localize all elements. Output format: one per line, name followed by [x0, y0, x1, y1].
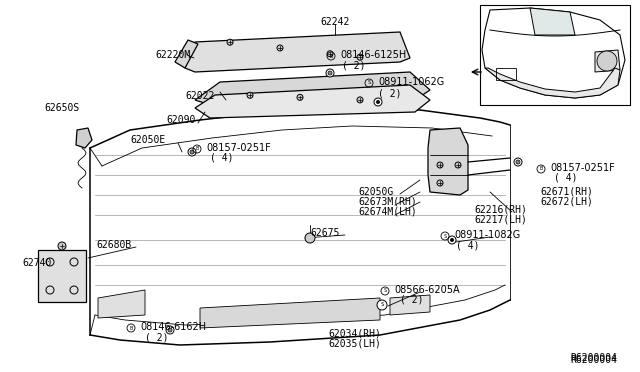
Text: 62671(RH): 62671(RH): [540, 187, 593, 197]
Circle shape: [247, 92, 253, 98]
Text: 08146-6162H: 08146-6162H: [140, 322, 206, 332]
Text: S: S: [380, 302, 384, 308]
Circle shape: [514, 158, 522, 166]
Text: 08157-0251F: 08157-0251F: [550, 163, 615, 173]
Text: S: S: [444, 234, 447, 238]
Text: 62674M(LH): 62674M(LH): [358, 207, 417, 217]
Polygon shape: [98, 290, 145, 318]
Text: 62090: 62090: [166, 115, 195, 125]
Polygon shape: [200, 298, 380, 328]
Text: ( 4): ( 4): [554, 173, 577, 183]
Text: ( 2): ( 2): [145, 332, 168, 342]
Polygon shape: [428, 128, 468, 195]
Text: B: B: [195, 147, 198, 151]
Text: S: S: [367, 80, 371, 86]
Text: 62672(LH): 62672(LH): [540, 197, 593, 207]
Circle shape: [168, 328, 172, 332]
Polygon shape: [195, 85, 430, 118]
Text: 62022: 62022: [185, 91, 214, 101]
Circle shape: [357, 97, 363, 103]
Polygon shape: [595, 50, 620, 72]
Polygon shape: [38, 250, 86, 302]
Polygon shape: [76, 128, 92, 148]
Text: 62242: 62242: [320, 17, 349, 27]
Circle shape: [326, 69, 334, 77]
Circle shape: [437, 162, 443, 168]
Circle shape: [357, 54, 363, 60]
Circle shape: [328, 71, 332, 75]
Circle shape: [277, 45, 283, 51]
Circle shape: [305, 233, 315, 243]
Text: 08146-6125H: 08146-6125H: [340, 50, 406, 60]
Text: R6200004: R6200004: [570, 353, 617, 363]
Text: R6200004: R6200004: [570, 355, 617, 365]
Polygon shape: [530, 8, 575, 35]
Text: ( 4): ( 4): [210, 153, 234, 163]
Polygon shape: [185, 32, 410, 72]
Circle shape: [597, 51, 617, 71]
Text: 08566-6205A: 08566-6205A: [394, 285, 460, 295]
Circle shape: [58, 242, 66, 250]
Polygon shape: [482, 8, 625, 98]
Circle shape: [448, 236, 456, 244]
Text: B: B: [540, 167, 543, 171]
Text: 62034(RH): 62034(RH): [328, 328, 381, 338]
Text: 62650S: 62650S: [44, 103, 79, 113]
Text: 62220M: 62220M: [155, 50, 190, 60]
Polygon shape: [485, 68, 620, 98]
Circle shape: [188, 148, 196, 156]
Text: 08157-0251F: 08157-0251F: [206, 143, 271, 153]
Text: 62035(LH): 62035(LH): [328, 338, 381, 348]
Text: ( 2): ( 2): [342, 61, 365, 71]
Text: 62673M(RH): 62673M(RH): [358, 197, 417, 207]
Circle shape: [327, 51, 333, 57]
Circle shape: [166, 326, 174, 334]
Text: 62050G: 62050G: [358, 187, 393, 197]
Text: 62050E: 62050E: [130, 135, 165, 145]
Text: S: S: [383, 289, 387, 294]
Circle shape: [516, 160, 520, 164]
Circle shape: [377, 300, 387, 310]
Text: 08911-1082G: 08911-1082G: [454, 230, 520, 240]
Text: B: B: [330, 54, 333, 58]
Polygon shape: [390, 295, 430, 315]
Circle shape: [376, 100, 380, 103]
Text: 62740: 62740: [22, 258, 51, 268]
Circle shape: [190, 150, 194, 154]
Circle shape: [451, 238, 454, 241]
Polygon shape: [175, 40, 198, 68]
Circle shape: [455, 162, 461, 168]
Circle shape: [227, 39, 233, 45]
Text: ( 2): ( 2): [400, 295, 424, 305]
Polygon shape: [195, 72, 430, 108]
Text: ( 2): ( 2): [378, 88, 401, 98]
Circle shape: [437, 180, 443, 186]
Text: B: B: [129, 326, 132, 330]
Text: 62216(RH): 62216(RH): [474, 205, 527, 215]
Text: 62217(LH): 62217(LH): [474, 215, 527, 225]
Text: 08911-1062G: 08911-1062G: [378, 77, 444, 87]
Circle shape: [297, 94, 303, 100]
Text: 62675: 62675: [310, 228, 339, 238]
Circle shape: [374, 98, 382, 106]
Text: ( 4): ( 4): [456, 240, 479, 250]
Text: 62680B: 62680B: [96, 240, 131, 250]
